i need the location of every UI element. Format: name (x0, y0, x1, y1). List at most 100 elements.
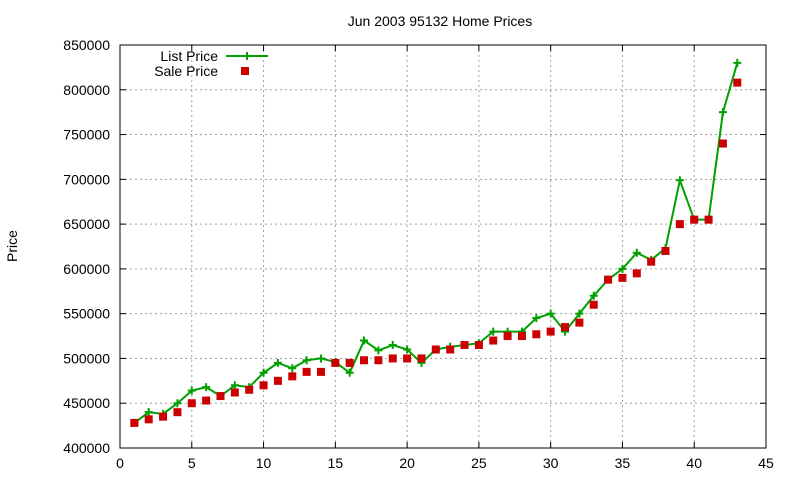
data-point-square (302, 367, 311, 376)
y-tick-label: 400000 (63, 440, 110, 456)
data-point-square (546, 327, 555, 336)
x-tick-label: 30 (543, 455, 559, 471)
legend-label-sale-price: Sale Price (154, 63, 218, 79)
data-point-plus (675, 176, 684, 185)
data-point-plus (316, 354, 325, 363)
data-point-plus (202, 383, 211, 392)
data-point-plus (230, 381, 239, 390)
x-tick-label: 20 (399, 455, 415, 471)
axis-ticks: 0 5 10 15 20 25 30 35 40 45 400000 450000 500000 5500… (63, 37, 774, 471)
data-point-plus (546, 309, 555, 318)
data-point-square (632, 269, 641, 278)
data-point-plus (374, 346, 383, 355)
data-point-plus (733, 58, 742, 67)
data-point-plus (575, 309, 584, 318)
data-point-plus (403, 345, 412, 354)
data-point-square (345, 358, 354, 367)
legend-label-list-price: List Price (160, 48, 218, 64)
data-point-plus (273, 358, 282, 367)
y-tick-label: 450000 (63, 395, 110, 411)
data-point-square (216, 392, 225, 401)
data-point-square (718, 139, 727, 148)
data-point-square (532, 330, 541, 339)
data-point-square (733, 78, 742, 87)
data-point-plus (388, 341, 397, 350)
data-point-square (187, 399, 196, 408)
data-point-square (403, 354, 412, 363)
data-point-square (431, 345, 440, 354)
data-point-square (388, 354, 397, 363)
data-point-plus (259, 368, 268, 377)
series-sale-price (130, 78, 742, 427)
data-point-square (661, 246, 670, 255)
data-point-square (331, 358, 340, 367)
data-point-square (288, 372, 297, 381)
x-tick-label: 15 (328, 455, 344, 471)
data-point-plus (288, 364, 297, 373)
data-point-square (245, 385, 254, 394)
data-point-plus (718, 108, 727, 117)
y-tick-label: 800000 (63, 82, 110, 98)
data-point-square (374, 356, 383, 365)
series-line (133, 62, 739, 424)
data-point-square (575, 318, 584, 327)
data-point-plus (589, 291, 598, 300)
data-point-plus (632, 248, 641, 257)
x-tick-label: 0 (116, 455, 124, 471)
data-point-square (144, 415, 153, 424)
data-point-plus (187, 386, 196, 395)
y-tick-label: 850000 (63, 37, 110, 53)
y-axis-label: Price (4, 230, 20, 262)
grid (120, 45, 766, 448)
x-tick-label: 40 (686, 455, 702, 471)
data-point-square (259, 381, 268, 390)
legend: List Price Sale Price (154, 48, 268, 79)
y-tick-label: 700000 (63, 171, 110, 187)
y-tick-label: 750000 (63, 127, 110, 143)
data-point-plus (144, 408, 153, 417)
data-point-square (647, 257, 656, 266)
series-list-price (130, 58, 742, 427)
data-point-square (589, 300, 598, 309)
x-tick-label: 10 (256, 455, 272, 471)
x-tick-label: 25 (471, 455, 487, 471)
data-point-square (230, 388, 239, 397)
data-point-square (604, 275, 613, 284)
data-point-plus (489, 327, 498, 336)
plot-frame (119, 44, 767, 449)
data-point-square (690, 215, 699, 224)
y-tick-label: 600000 (63, 261, 110, 277)
data-point-square (316, 367, 325, 376)
data-point-square (474, 341, 483, 350)
data-point-square (561, 323, 570, 332)
data-point-plus (532, 314, 541, 323)
y-tick-label: 500000 (63, 350, 110, 366)
data-point-square (618, 273, 627, 282)
data-point-square (460, 341, 469, 350)
data-point-square (159, 412, 168, 421)
data-point-plus (173, 399, 182, 408)
data-point-square (704, 215, 713, 224)
y-tick-label: 550000 (63, 306, 110, 322)
data-point-square (360, 356, 369, 365)
data-point-square (503, 332, 512, 341)
data-point-square (173, 408, 182, 417)
y-tick-label: 650000 (63, 216, 110, 232)
legend-marker-list-price (243, 52, 251, 60)
data-point-plus (618, 264, 627, 273)
data-point-square (517, 332, 526, 341)
x-tick-label: 35 (615, 455, 631, 471)
series (130, 58, 742, 427)
data-point-square (130, 418, 139, 427)
data-point-square (273, 376, 282, 385)
data-point-square (489, 336, 498, 345)
data-point-square (675, 220, 684, 229)
data-point-square (446, 345, 455, 354)
data-point-square (202, 396, 211, 405)
x-tick-label: 45 (758, 455, 774, 471)
data-point-plus (360, 336, 369, 345)
data-point-plus (302, 356, 311, 365)
chart-title: Jun 2003 95132 Home Prices (348, 13, 532, 29)
